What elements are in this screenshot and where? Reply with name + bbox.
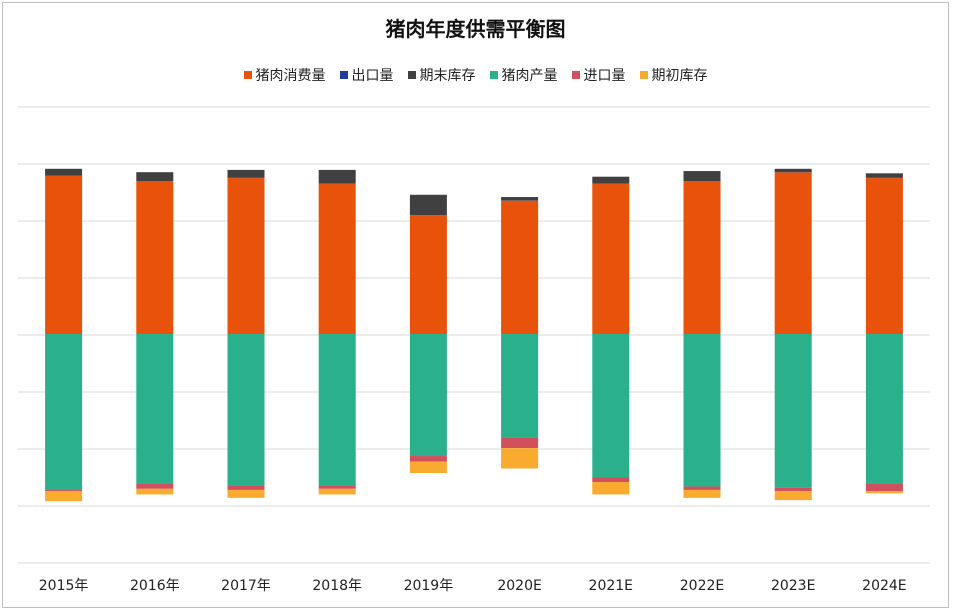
bar-segment [409,461,447,473]
bar-segment [683,489,721,498]
bar-segment [45,175,83,334]
legend-label: 猪肉产量 [501,68,558,84]
bar-segment [136,181,174,334]
bar-segment [227,178,265,334]
bar-segment [409,194,447,216]
bar-segment [774,168,812,173]
bar-segment [318,488,356,495]
bar-segment [136,483,174,489]
bar-segment [683,181,721,334]
bar-segment [318,169,356,184]
bar-segment [592,176,630,184]
bar-segment [683,486,721,490]
bar-segment [501,448,539,469]
bar-segment [774,172,812,334]
bar-segment [501,334,539,438]
bar-segment [227,489,265,498]
legend-label: 进口量 [583,68,626,84]
x-tick-label: 2016年 [130,578,180,594]
bar-segment [774,334,812,488]
bar-segment [865,173,903,178]
legend-swatch [489,71,498,79]
bar-segment [774,487,812,492]
x-tick-label: 2021E [589,578,633,594]
bar-segment [592,482,630,495]
bar-segment [592,183,630,334]
bar-segment [865,491,903,494]
bar-segment [136,172,174,182]
bar-segment [227,334,265,486]
legend-label: 猪肉消费量 [255,68,326,84]
legend-swatch [339,71,348,79]
x-tick-label: 2015年 [39,578,89,594]
legend-item: 期末库存 [407,65,476,85]
x-tick-label: 2018年 [312,578,362,594]
x-tick-label: 2023E [771,578,815,594]
legend-item: 猪肉产量 [489,65,558,85]
legend-item: 猪肉消费量 [243,65,326,85]
bar-segment [865,483,903,492]
chart-legend: 猪肉消费量 出口量 期末库存 猪肉产量 进口量 期初库存 [3,65,948,85]
x-tick-label: 2020E [497,578,541,594]
bar-segment [409,456,447,462]
bar-segment [501,437,539,449]
bar-segment [592,477,630,483]
bar-segment [683,171,721,182]
bar-segment [683,334,721,487]
bar-segment [136,488,174,495]
bar-segment [592,334,630,478]
bar-segment [318,334,356,486]
bar-segment [45,168,83,176]
chart-title: 猪肉年度供需平衡图 [385,17,566,41]
x-tick-label: 2017年 [221,578,271,594]
bar-segment [865,178,903,334]
bar-segment [409,334,447,457]
legend-swatch [571,71,580,79]
legend-swatch [639,71,648,79]
bar-segment [136,334,174,484]
bar-segment [45,489,83,492]
x-tick-label: 2019年 [404,578,454,594]
bar-segment [409,215,447,334]
bar-segment [45,491,83,502]
legend-item: 期初库存 [639,65,708,85]
legend-label: 期末库存 [419,68,476,84]
legend-swatch [407,71,416,79]
bar-segment [501,200,539,334]
legend-label: 出口量 [351,68,394,84]
bar-segment [227,485,265,490]
x-tick-label: 2022E [680,578,724,594]
legend-item: 出口量 [339,65,394,85]
legend-item: 进口量 [571,65,626,85]
legend-label: 期初库存 [651,68,708,84]
bar-segment [318,485,356,489]
bar-segment [865,334,903,484]
bar-segment [501,197,539,201]
bar-segment [774,491,812,501]
x-tick-label: 2024E [862,578,906,594]
bar-segment [318,183,356,334]
bar-segment [45,334,83,490]
bar-segment [227,169,265,178]
legend-swatch [243,71,252,79]
